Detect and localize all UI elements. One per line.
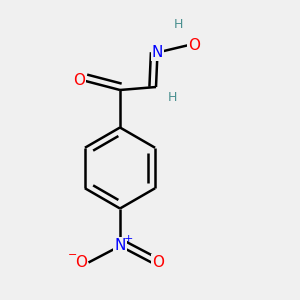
- Text: O: O: [73, 73, 85, 88]
- Text: O: O: [75, 255, 87, 270]
- Text: O: O: [188, 38, 200, 52]
- Text: N: N: [152, 45, 163, 60]
- Text: H: H: [174, 18, 183, 31]
- Text: O: O: [152, 255, 164, 270]
- Text: +: +: [124, 234, 133, 244]
- Text: H: H: [168, 91, 177, 104]
- Text: −: −: [68, 250, 77, 260]
- Text: N: N: [114, 238, 126, 253]
